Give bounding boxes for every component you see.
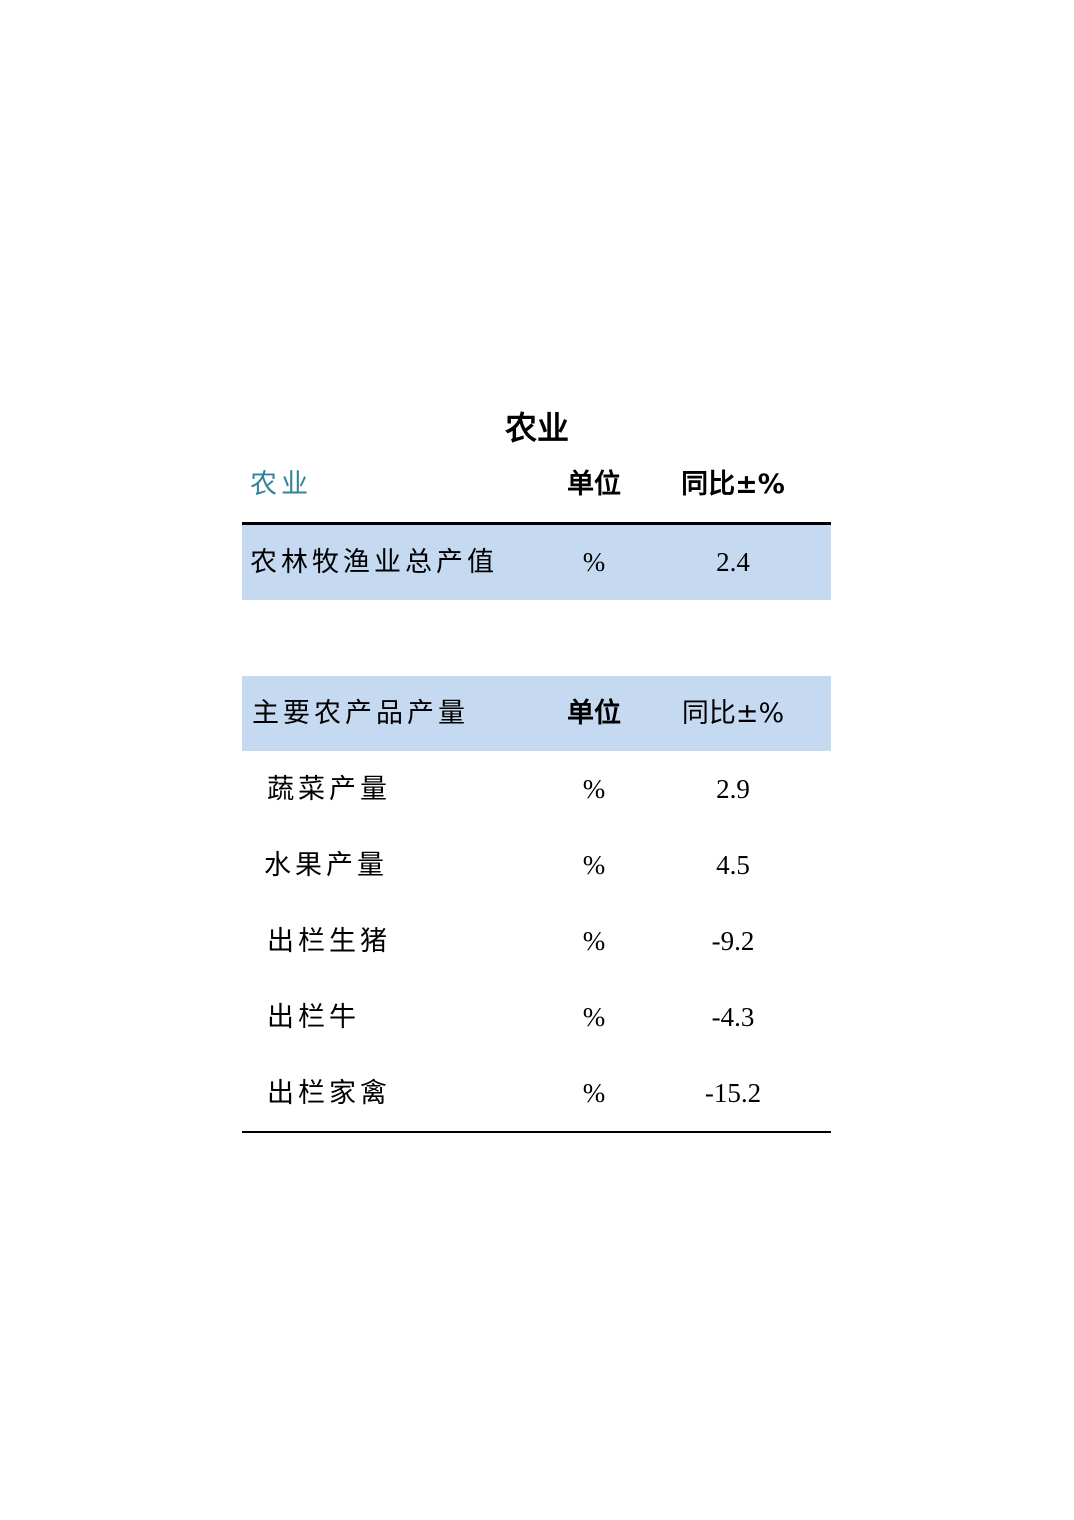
row-name: 出栏牛 <box>267 1002 360 1033</box>
row-unit: % <box>582 1002 606 1032</box>
row-unit: % <box>582 547 606 577</box>
row-value: -9.2 <box>711 926 755 956</box>
divider <box>242 522 831 525</box>
row-unit: % <box>582 926 606 956</box>
header-name: 主要农产品产量 <box>252 698 469 729</box>
row-unit: % <box>582 850 606 880</box>
row-name: 蔬菜产量 <box>267 774 391 805</box>
row-unit: % <box>582 1078 606 1108</box>
header-change: 同比±% <box>681 469 785 500</box>
table-row: 出栏生猪 % -9.2 <box>242 904 831 979</box>
row-value: 4.5 <box>716 850 750 880</box>
page-title: 农业 <box>504 409 569 447</box>
row-unit: % <box>582 774 606 804</box>
table-header: 农业 单位 同比±% <box>242 447 831 522</box>
header-unit: 单位 <box>567 469 621 500</box>
row-value: -4.3 <box>711 1002 755 1032</box>
table-row: 蔬菜产量 % 2.9 <box>242 752 831 827</box>
row-name: 农林牧渔业总产值 <box>250 547 498 578</box>
row-name: 出栏家禽 <box>267 1078 391 1109</box>
row-value: -15.2 <box>704 1078 762 1108</box>
row-name: 水果产量 <box>264 850 388 881</box>
row-name: 出栏生猪 <box>267 926 391 957</box>
row-value: 2.4 <box>716 547 750 577</box>
table-row: 出栏家禽 % -15.2 <box>242 1056 831 1131</box>
table-row: 出栏牛 % -4.3 <box>242 980 831 1055</box>
header-change: 同比±% <box>681 698 785 729</box>
table-row: 农林牧渔业总产值 % 2.4 <box>242 525 831 600</box>
header-name: 农业 <box>250 469 312 500</box>
bottom-rule <box>242 1131 831 1133</box>
row-value: 2.9 <box>716 774 750 804</box>
header-unit: 单位 <box>567 698 621 729</box>
table-header: 主要农产品产量 单位 同比±% <box>242 676 831 751</box>
table-row: 水果产量 % 4.5 <box>242 828 831 903</box>
